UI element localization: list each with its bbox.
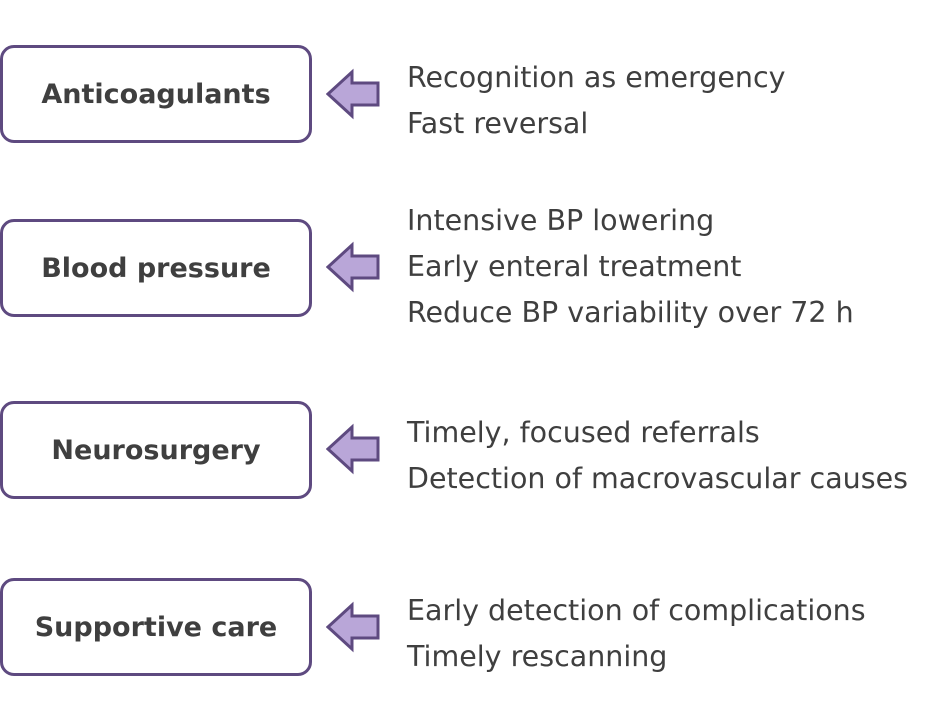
list-item: Timely, focused referrals — [407, 416, 760, 449]
category-box-supportive-care: Supportive care — [0, 578, 312, 676]
item-list: Recognition as emergency Fast reversal — [407, 55, 786, 147]
category-label: Neurosurgery — [51, 434, 261, 466]
list-item: Detection of macrovascular causes — [407, 462, 908, 495]
list-item: Reduce BP variability over 72 h — [407, 296, 854, 329]
list-item: Early enteral treatment — [407, 250, 742, 283]
item-list: Early detection of complications Timely … — [407, 588, 866, 680]
category-box-anticoagulants: Anticoagulants — [0, 45, 312, 143]
category-label: Blood pressure — [41, 252, 271, 284]
list-item: Timely rescanning — [407, 640, 668, 673]
item-list: Intensive BP lowering Early enteral trea… — [407, 198, 854, 336]
category-box-blood-pressure: Blood pressure — [0, 219, 312, 317]
category-label: Anticoagulants — [41, 78, 271, 110]
list-item: Fast reversal — [407, 107, 589, 140]
list-item: Intensive BP lowering — [407, 204, 715, 237]
left-arrow-icon — [326, 421, 382, 477]
list-item: Recognition as emergency — [407, 61, 786, 94]
list-item: Early detection of complications — [407, 594, 866, 627]
left-arrow-icon — [326, 66, 382, 122]
category-box-neurosurgery: Neurosurgery — [0, 401, 312, 499]
category-label: Supportive care — [34, 611, 278, 643]
left-arrow-icon — [326, 599, 382, 655]
left-arrow-icon — [326, 239, 382, 295]
item-list: Timely, focused referrals Detection of m… — [407, 410, 908, 502]
